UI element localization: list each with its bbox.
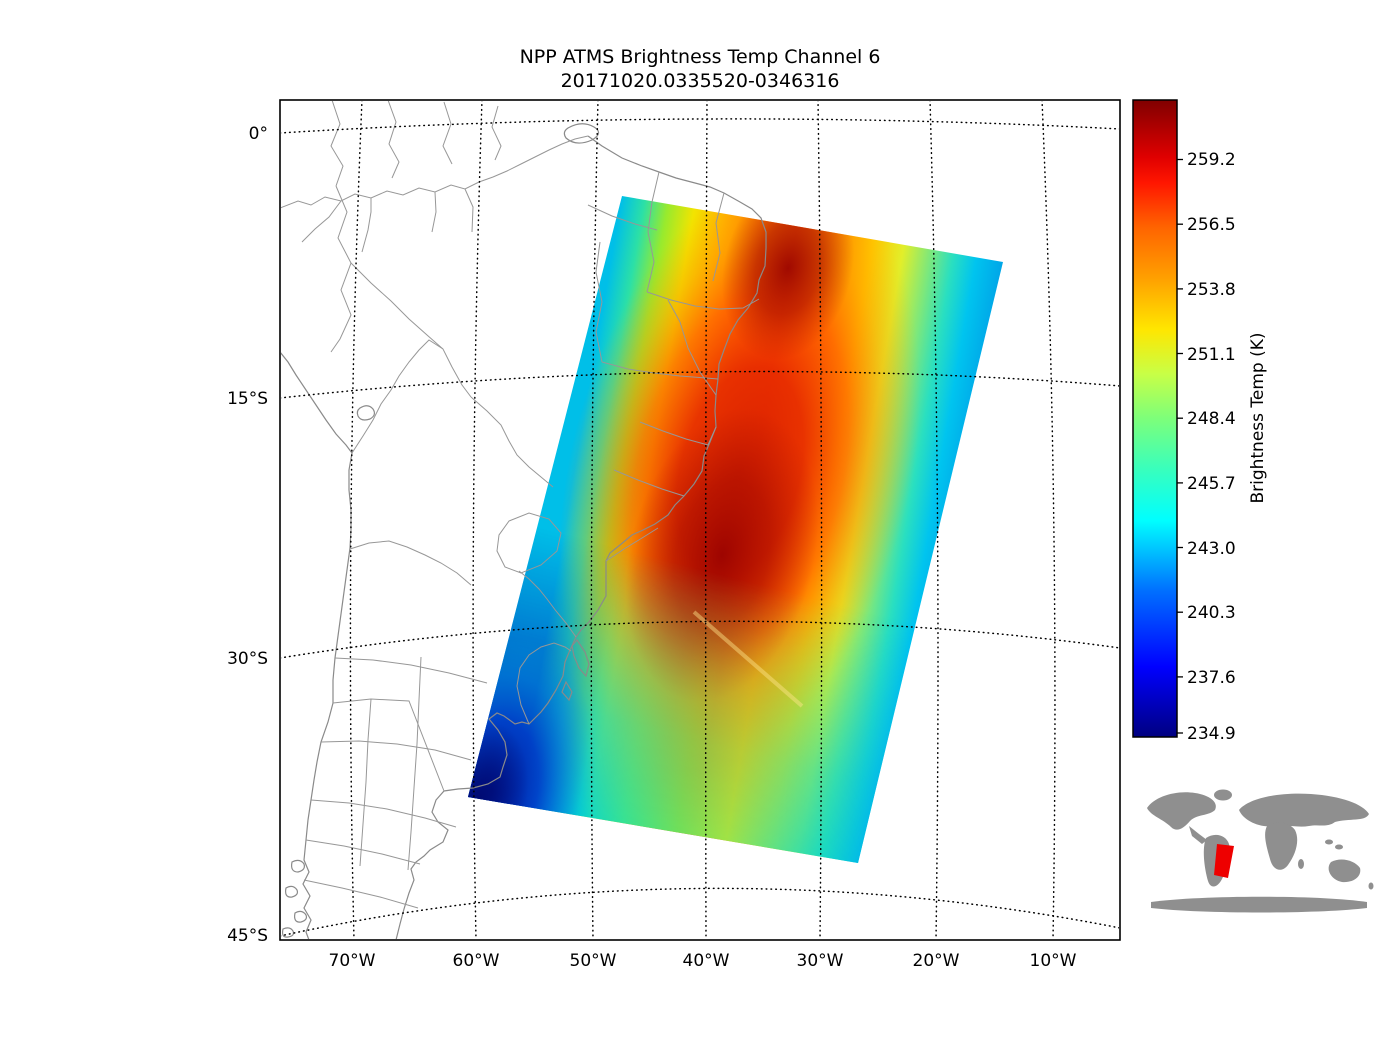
lon-tick-10w: 10°W [1030,951,1077,971]
lat-tick-30s: 30°S [227,649,268,669]
meridian-20w [929,101,939,939]
inset-continents [1147,789,1374,913]
cb-tick-9: 234.9 [1187,724,1236,744]
parallel-0 [281,118,1119,134]
lon-tick-70w: 70°W [329,951,376,971]
swath-footprint [1214,844,1234,878]
cb-tick-7: 240.3 [1187,603,1236,623]
cb-tick-5: 245.7 [1187,474,1236,494]
meridian-10w [1041,101,1056,939]
lon-tick-30w: 30°W [797,951,844,971]
colorbar: 259.2 256.5 253.8 251.1 248.4 245.7 243.… [1132,99,1268,744]
lon-tick-40w: 40°W [683,951,730,971]
axes-frame [279,99,1121,941]
cb-tick-4: 248.4 [1187,409,1236,429]
inset-locator-map [1147,789,1374,913]
chart-subtitle: 20171020.0335520-0346316 [561,70,840,92]
cb-tick-2: 253.8 [1187,280,1236,300]
lat-tick-0: 0° [249,124,268,144]
graticule [281,101,1119,939]
swath-seam-streak [692,610,804,708]
cb-tick-8: 237.6 [1187,668,1236,688]
meridian-50w [590,101,599,939]
coastline [281,123,767,939]
lat-tick-45s: 45°S [227,926,268,946]
parallel-15s [281,370,1119,399]
country-borders [281,101,760,909]
chart-title: NPP ATMS Brightness Temp Channel 6 [520,46,881,68]
parallel-30s [281,620,1119,659]
cb-tick-3: 251.1 [1187,345,1236,365]
lat-tick-15s: 15°S [227,389,268,409]
colorbar-gradient [1133,100,1177,737]
lon-tick-50w: 50°W [570,951,617,971]
colorbar-tickmarks [1177,158,1183,734]
meridian-30w [817,101,823,939]
colorbar-axis-label: Brightness Temp (K) [1248,332,1268,503]
cb-tick-6: 243.0 [1187,539,1236,559]
meridian-70w [349,101,363,939]
meridian-40w [704,101,708,939]
parallel-45s [281,887,1119,937]
cb-tick-0: 259.2 [1187,150,1236,170]
meridian-60w [472,101,483,939]
lon-tick-60w: 60°W [453,951,500,971]
cb-tick-1: 256.5 [1187,215,1236,235]
lon-tick-20w: 20°W [913,951,960,971]
